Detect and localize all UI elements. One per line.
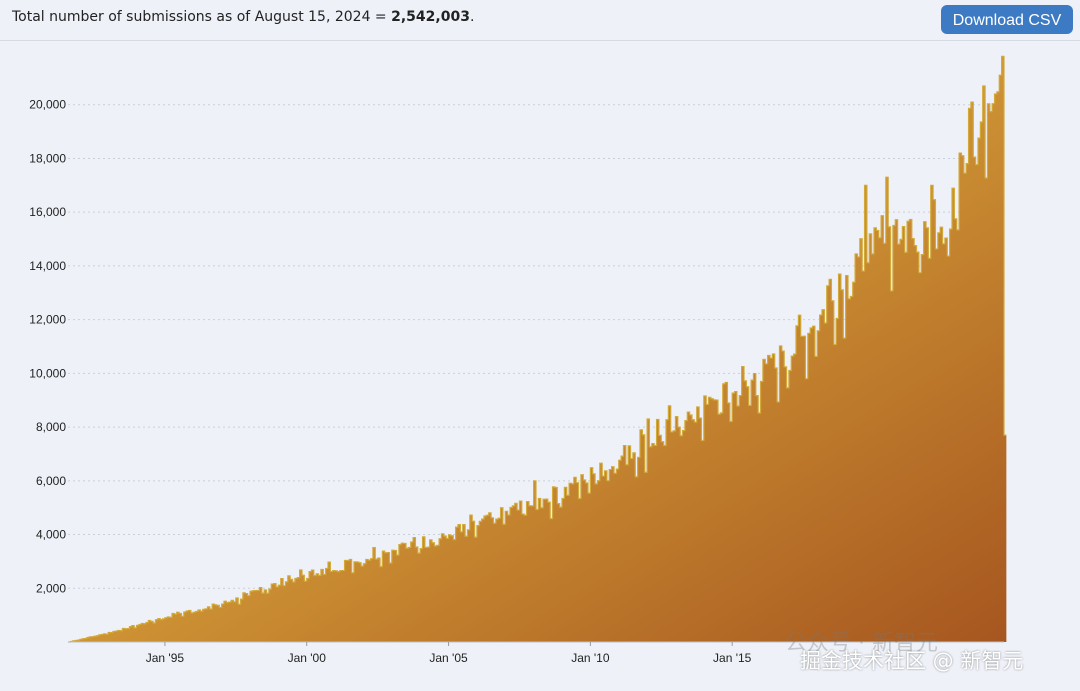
x-axis: Jan '95 Jan '00 Jan '05 Jan '10 Jan '15	[146, 642, 752, 665]
y-tick-label: 20,000	[29, 98, 66, 112]
y-tick-label: 4,000	[36, 528, 66, 542]
y-tick-label: 16,000	[29, 205, 66, 219]
watermark-juejin: 掘金技术社区 @ 新智元	[800, 649, 1024, 673]
y-tick-label: 8,000	[36, 420, 66, 434]
total-submissions: 2,542,003	[391, 9, 470, 25]
y-tick-label: 10,000	[29, 366, 66, 380]
download-csv-button[interactable]: Download CSV	[941, 5, 1073, 34]
y-tick-label: 2,000	[36, 581, 66, 595]
y-tick-label: 18,000	[29, 151, 66, 165]
y-tick-label: 12,000	[29, 313, 66, 327]
watermark-wechat: 公众号 · 新智元	[785, 631, 938, 656]
x-tick-label: Jan '15	[713, 651, 752, 665]
summary-suffix: .	[469, 9, 475, 25]
y-tick-label: 6,000	[36, 474, 66, 488]
x-tick-label: Jan '00	[288, 651, 327, 665]
x-tick-label: Jan '95	[146, 651, 185, 665]
y-tick-label: 14,000	[29, 259, 66, 273]
submissions-area	[68, 56, 1007, 642]
y-axis: 2,000 4,000 6,000 8,000 10,000 12,000 14,000 16…	[29, 98, 66, 596]
x-tick-label: Jan '10	[571, 651, 610, 665]
submissions-line	[68, 55, 1007, 643]
summary-prefix: Total number of submissions as of August…	[12, 9, 392, 25]
chart-plot-area	[68, 55, 1007, 643]
toolbar: Total number of submissions as of August…	[0, 0, 1080, 41]
submissions-chart: 2,000 4,000 6,000 8,000 10,000 12,000 14,000 16…	[29, 55, 1007, 665]
submission-summary: Total number of submissions as of August…	[12, 9, 474, 25]
x-tick-label: Jan '05	[429, 651, 468, 665]
